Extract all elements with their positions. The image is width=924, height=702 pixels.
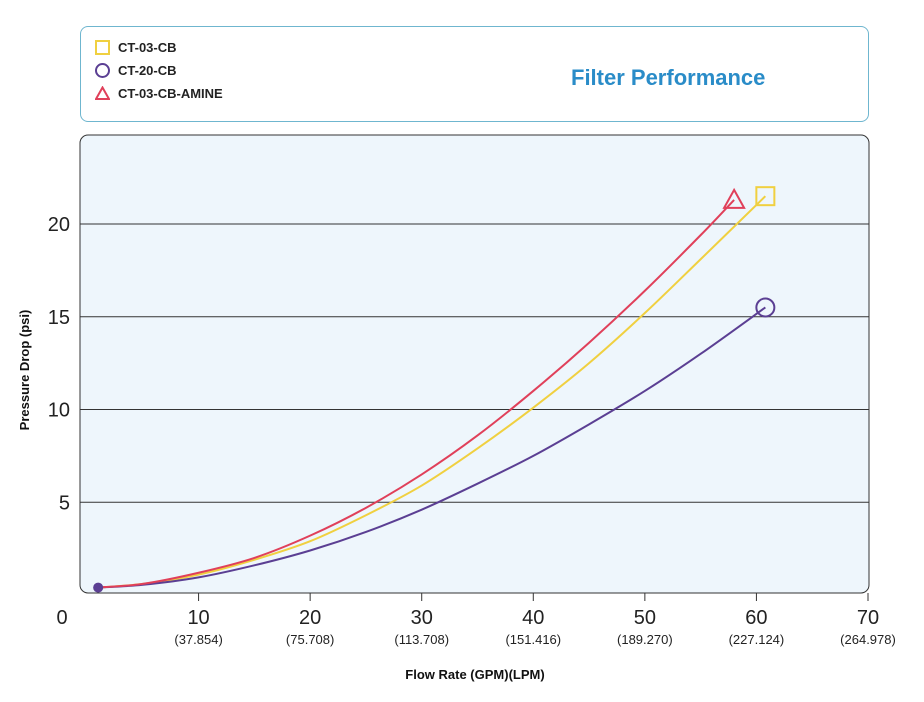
x-tick-sublabel: (113.708) [394, 632, 449, 647]
x-tick-label: 30 [411, 607, 433, 629]
series-end-marker [755, 186, 776, 207]
legend-box: CT-03-CB CT-20-CB CT-03-CB-AMINE Filter … [80, 26, 869, 122]
x-tick-sublabel: (75.708) [286, 632, 334, 647]
y-tick-label: 20 [48, 214, 70, 236]
legend-label: CT-03-CB [118, 39, 177, 55]
x-tick-label: 40 [522, 607, 544, 629]
y-tick-label: 10 [48, 400, 70, 422]
series-end-marker [722, 187, 746, 209]
y-axis: 5 10 15 20 [48, 214, 70, 514]
x-axis-title: Flow Rate (GPM)(LPM) [405, 667, 544, 682]
x-tick-sublabel: (264.978) [840, 632, 896, 647]
plot-area [79, 134, 870, 594]
y-tick-label: 5 [59, 492, 70, 514]
x-tick-label: 10 [187, 607, 209, 629]
legend-item-ct-03-cb-amine: CT-03-CB-AMINE [95, 83, 223, 103]
legend-item-ct-20-cb: CT-20-CB [95, 60, 177, 80]
x-tick-label: 0 [56, 607, 67, 629]
legend-item-ct-03-cb: CT-03-CB [95, 37, 177, 57]
legend-label: CT-03-CB-AMINE [118, 85, 223, 101]
legend-label: CT-20-CB [118, 62, 177, 78]
series-start-point [93, 582, 104, 593]
chart-title: Filter Performance [571, 65, 766, 90]
triangle-marker-icon [95, 86, 110, 100]
y-axis-title: Pressure Drop (psi) [17, 310, 32, 431]
circle-marker-icon [95, 62, 110, 78]
x-tick-label: 60 [745, 607, 767, 629]
series-layer [93, 186, 776, 593]
x-tick-sublabel: (37.854) [174, 632, 222, 647]
x-tick-sublabel: (189.270) [617, 632, 673, 647]
x-tick-sublabel: (151.416) [505, 632, 561, 647]
x-tick-label: 20 [299, 607, 321, 629]
square-marker-icon [95, 39, 110, 55]
series-line [98, 199, 735, 589]
series-line [98, 195, 767, 589]
x-tick-label: 70 [857, 607, 879, 629]
x-tick-label: 50 [634, 607, 656, 629]
series-line [98, 306, 766, 589]
x-axis: 0 10 (37.854) 20 (75.708) 30 (113.708) 40 (151.4… [56, 593, 896, 647]
y-tick-label: 15 [48, 307, 70, 329]
series-end-marker [755, 297, 776, 318]
x-tick-sublabel: (227.124) [729, 632, 785, 647]
